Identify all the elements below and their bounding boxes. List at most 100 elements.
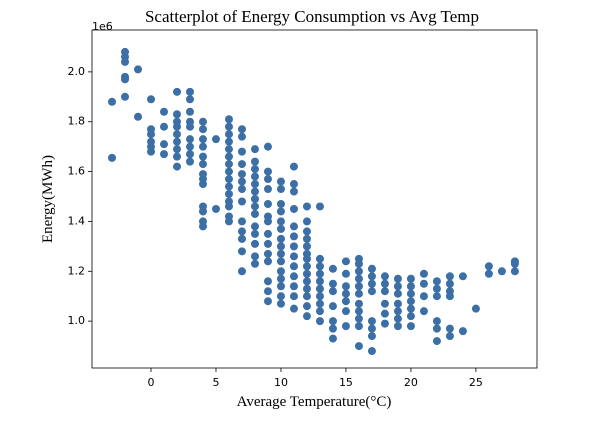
data-point xyxy=(289,204,298,213)
data-point xyxy=(315,307,324,316)
data-point xyxy=(497,267,506,276)
data-point xyxy=(289,252,298,261)
data-point xyxy=(367,287,376,296)
data-point xyxy=(185,135,194,144)
data-point xyxy=(121,57,130,66)
data-point xyxy=(224,137,233,146)
data-point xyxy=(458,272,467,281)
data-point xyxy=(250,195,259,203)
data-point xyxy=(224,182,233,191)
data-point xyxy=(250,252,259,261)
x-axis-label: Average Temperature(°C) xyxy=(237,394,392,410)
data-point xyxy=(315,269,324,278)
y-tick-label: 1.0 xyxy=(68,314,86,327)
data-point xyxy=(341,289,350,298)
data-point xyxy=(276,292,285,301)
x-tick-label: 20 xyxy=(404,376,418,389)
data-point xyxy=(211,204,220,213)
data-point xyxy=(328,317,337,326)
data-point xyxy=(276,257,285,266)
data-point xyxy=(315,254,324,263)
data-point xyxy=(432,292,441,301)
data-point xyxy=(276,282,285,291)
data-point xyxy=(445,324,454,333)
data-point xyxy=(160,107,169,116)
data-point xyxy=(393,314,402,323)
data-point xyxy=(250,180,259,189)
data-point xyxy=(419,307,428,316)
data-point xyxy=(276,267,285,276)
data-point xyxy=(354,282,363,291)
data-point xyxy=(198,135,207,144)
data-point xyxy=(276,177,285,186)
data-point xyxy=(315,277,324,286)
data-point xyxy=(458,327,467,336)
data-point xyxy=(276,199,285,208)
data-point xyxy=(367,272,376,281)
data-point xyxy=(432,277,441,286)
data-point xyxy=(354,342,363,351)
data-point xyxy=(419,269,428,278)
data-point xyxy=(160,140,169,149)
data-point xyxy=(354,267,363,276)
data-point xyxy=(393,322,402,331)
data-point xyxy=(263,239,272,248)
data-point xyxy=(224,167,233,176)
data-point xyxy=(354,314,363,323)
data-point xyxy=(160,122,169,131)
data-point xyxy=(276,242,285,251)
data-point xyxy=(276,234,285,243)
data-point xyxy=(198,152,207,161)
data-point xyxy=(198,160,207,169)
data-point xyxy=(147,95,156,104)
x-tick-label: 10 xyxy=(274,376,288,389)
data-point xyxy=(134,65,143,74)
data-point xyxy=(341,257,350,266)
data-point xyxy=(250,229,259,238)
data-point xyxy=(237,267,246,276)
data-point xyxy=(198,222,207,231)
data-point xyxy=(160,150,169,159)
data-point xyxy=(354,274,363,283)
y-tick-label: 2.0 xyxy=(68,65,86,78)
data-point xyxy=(224,175,233,184)
data-point xyxy=(289,222,298,231)
data-point xyxy=(510,259,519,268)
data-point xyxy=(263,297,272,306)
data-point xyxy=(250,187,259,196)
data-point xyxy=(341,307,350,316)
data-point xyxy=(302,284,311,293)
data-point xyxy=(380,287,389,296)
data-point xyxy=(432,324,441,333)
data-point xyxy=(237,197,246,206)
data-point xyxy=(237,132,246,141)
y-tick-label: 1.6 xyxy=(68,165,86,178)
data-point xyxy=(289,292,298,301)
data-point xyxy=(172,110,181,119)
data-point xyxy=(276,217,285,226)
data-point xyxy=(380,279,389,288)
data-point xyxy=(354,307,363,316)
data-point xyxy=(341,269,350,278)
data-point xyxy=(367,264,376,273)
data-point xyxy=(302,292,311,301)
data-point xyxy=(185,95,194,104)
data-point xyxy=(484,262,493,271)
data-point xyxy=(380,309,389,318)
data-point xyxy=(172,145,181,154)
data-point xyxy=(406,282,415,291)
data-point xyxy=(328,334,337,343)
data-point xyxy=(393,289,402,298)
data-point xyxy=(108,97,117,106)
data-point xyxy=(289,242,298,251)
data-point xyxy=(406,297,415,306)
data-point xyxy=(121,75,130,84)
data-point xyxy=(354,289,363,298)
data-point xyxy=(237,185,246,194)
data-point xyxy=(302,217,311,226)
data-point xyxy=(263,185,272,194)
data-point xyxy=(224,152,233,161)
data-point xyxy=(276,207,285,216)
data-point xyxy=(289,187,298,196)
data-point xyxy=(432,337,441,346)
